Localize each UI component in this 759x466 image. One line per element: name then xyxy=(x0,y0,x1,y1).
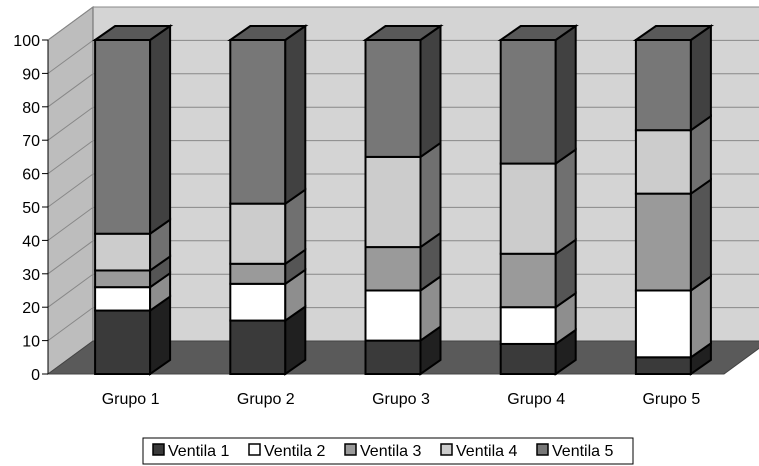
bar-segment xyxy=(634,177,712,293)
y-tick-label: 20 xyxy=(22,300,40,317)
legend-item: Ventila 3 xyxy=(344,443,421,460)
y-tick-label: 100 xyxy=(13,33,40,50)
legend-label: Ventila 2 xyxy=(264,443,325,460)
legend-item: Ventila 5 xyxy=(536,443,613,460)
y-tick-label: 80 xyxy=(22,100,40,117)
bar-front-face xyxy=(499,342,557,376)
y-tick-label: 10 xyxy=(22,334,40,351)
bar-side-face xyxy=(689,177,712,293)
y-axis: 0 10 20 30 40 50 60 70 80 90 100 xyxy=(13,33,49,384)
legend-swatch xyxy=(440,443,453,456)
bar-front-face xyxy=(634,289,692,359)
bar-front-face xyxy=(94,39,152,235)
bar-front-face xyxy=(229,262,287,285)
y-tick-label: 40 xyxy=(22,233,40,250)
bar-segment xyxy=(229,304,307,376)
bar-side-face xyxy=(419,24,442,159)
legend-label: Ventila 4 xyxy=(456,443,517,460)
bar-front-face xyxy=(634,129,692,195)
bar-segment xyxy=(229,247,307,286)
bar-front-face xyxy=(499,162,557,255)
bar-front-face xyxy=(94,232,152,272)
y-tick-label: 60 xyxy=(22,167,40,184)
legend-label: Ventila 1 xyxy=(168,443,229,460)
bar-top-face xyxy=(497,25,579,41)
bar-front-face xyxy=(499,252,557,309)
bar-top-face xyxy=(91,25,174,41)
bar-side-face xyxy=(554,147,577,256)
bar-front-face xyxy=(364,246,422,292)
bar-segment xyxy=(499,237,577,310)
legend-swatch xyxy=(152,443,165,456)
bar-front-face xyxy=(229,319,287,375)
legend-label: Ventila 5 xyxy=(552,443,613,460)
bar-segment xyxy=(364,140,442,250)
bar-segment xyxy=(91,24,174,236)
bar-segment xyxy=(634,114,712,196)
bar-segment xyxy=(362,24,444,159)
bar-segment xyxy=(364,324,442,376)
bar-segment xyxy=(364,231,442,293)
y-tick-label: 90 xyxy=(22,66,40,83)
bar-segment xyxy=(497,24,579,166)
y-tick-label: 30 xyxy=(22,267,40,284)
bar-segment xyxy=(227,24,309,206)
legend-swatch xyxy=(248,443,261,456)
bar-front-face xyxy=(229,282,287,322)
bar-top-face xyxy=(362,25,444,41)
bar-front-face xyxy=(364,39,422,158)
bar-side-face xyxy=(149,24,172,236)
bar-segment xyxy=(229,267,307,323)
bar-front-face xyxy=(499,39,557,165)
bar-segment xyxy=(499,147,577,256)
bar-front-face xyxy=(634,39,692,132)
bar-front-face xyxy=(94,286,152,312)
legend: Ventila 1 Ventila 2 Ventila 3 Ventila 4 Vent… xyxy=(142,437,634,465)
bar-top-face xyxy=(227,25,309,41)
bar-segment xyxy=(229,187,307,266)
gridline xyxy=(47,6,759,41)
x-category-label: Grupo 5 xyxy=(642,391,700,408)
legend-swatch xyxy=(536,443,549,456)
bar-side-face xyxy=(419,140,442,250)
bar-front-face xyxy=(229,39,287,205)
bars xyxy=(91,24,715,376)
x-axis-labels: Grupo 1 Grupo 2 Grupo 3 Grupo 4 Grupo 5 xyxy=(102,391,701,408)
legend-swatch xyxy=(344,443,357,456)
y-tick-label: 70 xyxy=(22,133,40,150)
bar-front-face xyxy=(229,202,287,265)
bar-front-face xyxy=(94,309,152,376)
bar-segment xyxy=(94,217,172,273)
bar-front-face xyxy=(634,356,692,375)
x-category-label: Grupo 4 xyxy=(507,391,565,408)
y-tick-label: 50 xyxy=(22,200,40,217)
bar-segment xyxy=(94,294,172,376)
legend-item: Ventila 1 xyxy=(152,443,229,460)
bar-side-face xyxy=(689,24,712,133)
bar-segment xyxy=(634,274,712,360)
x-category-label: Grupo 2 xyxy=(237,391,295,408)
x-category-label: Grupo 1 xyxy=(102,391,160,408)
bar-front-face xyxy=(634,192,692,292)
x-category-label: Grupo 3 xyxy=(372,391,430,408)
legend-box xyxy=(142,437,634,465)
bar-front-face xyxy=(499,306,557,345)
y-tick-label: 0 xyxy=(31,367,40,384)
bar-front-face xyxy=(94,269,152,289)
bar-segment xyxy=(632,24,715,133)
bar-side-face xyxy=(284,24,307,206)
legend-item: Ventila 4 xyxy=(440,443,517,460)
bar-front-face xyxy=(364,155,422,249)
bar-front-face xyxy=(364,289,422,342)
bar-front-face xyxy=(364,339,422,376)
legend-item: Ventila 2 xyxy=(248,443,325,460)
bar-side-face xyxy=(554,24,577,166)
bar-top-face xyxy=(632,25,715,41)
legend-label: Ventila 3 xyxy=(360,443,421,460)
